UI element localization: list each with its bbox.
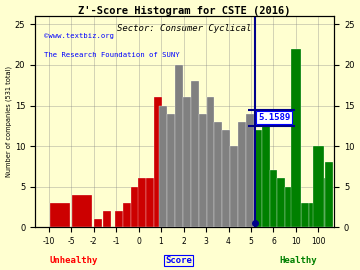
Bar <box>199 114 207 227</box>
Bar <box>222 130 230 227</box>
Bar <box>215 122 222 227</box>
Bar <box>278 178 285 227</box>
Bar <box>191 81 199 227</box>
Text: Score: Score <box>165 256 192 265</box>
Text: 5.1589: 5.1589 <box>258 113 290 122</box>
Y-axis label: Number of companies (531 total): Number of companies (531 total) <box>5 66 12 177</box>
Bar <box>246 114 254 227</box>
Text: The Research Foundation of SUNY: The Research Foundation of SUNY <box>44 52 180 58</box>
Bar <box>230 146 238 227</box>
Bar <box>262 122 270 227</box>
Bar <box>317 178 325 227</box>
Bar <box>138 178 146 227</box>
Bar <box>314 146 324 227</box>
Bar <box>301 203 309 227</box>
Bar <box>291 49 301 227</box>
Bar <box>293 187 301 227</box>
Bar <box>285 187 293 227</box>
Bar <box>72 195 93 227</box>
Bar <box>103 211 111 227</box>
Bar <box>254 130 262 227</box>
Text: Unhealthy: Unhealthy <box>50 256 98 265</box>
Text: Healthy: Healthy <box>279 256 317 265</box>
Bar <box>131 187 139 227</box>
Title: Z'-Score Histogram for CSTE (2016): Z'-Score Histogram for CSTE (2016) <box>78 6 291 16</box>
Bar <box>270 170 278 227</box>
Bar <box>159 106 167 227</box>
Bar <box>207 97 215 227</box>
Bar <box>309 203 317 227</box>
Text: ©www.textbiz.org: ©www.textbiz.org <box>44 33 114 39</box>
Bar <box>325 162 333 227</box>
Text: Sector: Consumer Cyclical: Sector: Consumer Cyclical <box>117 24 252 33</box>
Bar <box>167 114 175 227</box>
Bar <box>50 203 70 227</box>
Bar <box>175 65 183 227</box>
Bar <box>146 178 154 227</box>
Bar <box>238 122 246 227</box>
Bar <box>154 97 162 227</box>
Bar <box>183 97 191 227</box>
Bar <box>123 203 131 227</box>
Bar <box>94 219 102 227</box>
Bar <box>116 211 123 227</box>
